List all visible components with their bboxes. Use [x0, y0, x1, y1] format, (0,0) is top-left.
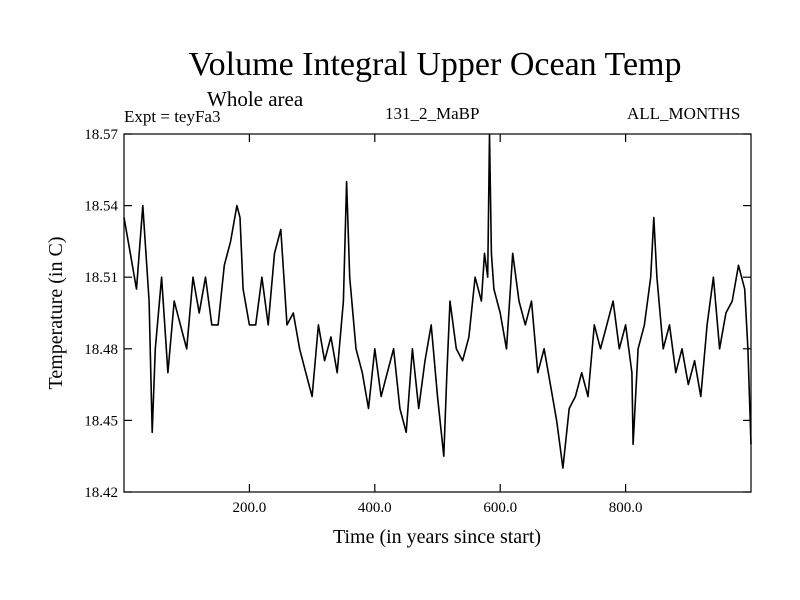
plot-frame	[123, 133, 752, 493]
chart-subtitle: Whole area	[207, 87, 304, 111]
x-axis: 200.0 400.0 600.0 800.0	[233, 134, 643, 516]
y-tick-label: 18.42	[84, 485, 118, 501]
y-tick-label: 18.48	[84, 342, 118, 358]
y-tick-label: 18.57	[84, 127, 118, 143]
series-line	[123, 133, 752, 469]
chart-title: Volume Integral Upper Ocean Temp	[188, 46, 682, 83]
y-tick-label: 18.51	[84, 270, 118, 286]
x-tick-label: 400.0	[358, 500, 392, 516]
y-axis: 18.42 18.45 18.48 18.51 18.54 18.57	[84, 127, 751, 501]
period-label: ALL_MONTHS	[627, 104, 741, 123]
x-axis-label: Time (in years since start)	[333, 526, 541, 548]
experiment-label: Expt = teyFa3	[124, 107, 221, 126]
x-tick-label: 200.0	[233, 500, 267, 516]
series-group	[123, 133, 752, 469]
run-label: 131_2_MaBP	[385, 104, 480, 123]
y-axis-label: Temperature (in C)	[45, 237, 67, 390]
y-tick-label: 18.45	[84, 413, 118, 429]
y-tick-label: 18.54	[84, 199, 118, 215]
x-tick-label: 600.0	[483, 500, 517, 516]
x-tick-label: 800.0	[609, 500, 643, 516]
